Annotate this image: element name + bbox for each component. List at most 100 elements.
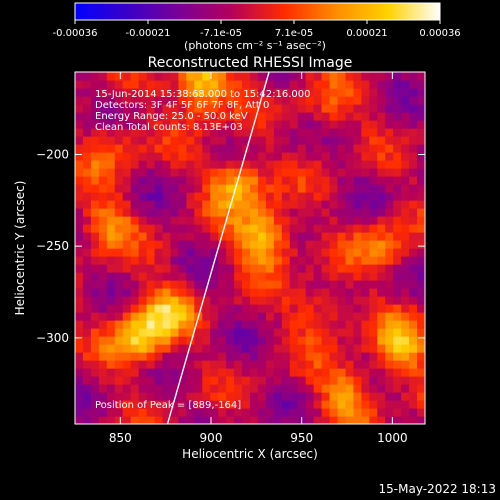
- heatmap-cell: [345, 240, 355, 249]
- heatmap-cell: [122, 256, 132, 265]
- heatmap-cell: [186, 128, 195, 137]
- heatmap-cell: [297, 96, 307, 105]
- heatmap-cell: [194, 376, 203, 385]
- heatmap-cell: [305, 312, 315, 321]
- heatmap-cell: [417, 144, 425, 153]
- heatmap-cell: [297, 120, 307, 129]
- heatmap-cell: [146, 344, 156, 353]
- heatmap-cell: [202, 296, 211, 305]
- heatmap-cell: [361, 408, 370, 417]
- heatmap-cell: [178, 112, 187, 121]
- heatmap-cell: [393, 312, 402, 321]
- heatmap-cell: [82, 176, 92, 185]
- heatmap-cell: [162, 368, 172, 377]
- heatmap-cell: [75, 416, 84, 424]
- heatmap-cell: [337, 312, 347, 321]
- heatmap-cell: [297, 176, 307, 185]
- heatmap-cell: [178, 224, 187, 233]
- heatmap-cell: [313, 160, 323, 169]
- heatmap-cell: [154, 216, 164, 225]
- annotation-energy: Energy Range: 25.0 - 50.0 keV: [95, 111, 248, 122]
- heatmap-cell: [305, 224, 315, 233]
- heatmap-cell: [138, 208, 148, 217]
- heatmap-cell: [122, 304, 132, 313]
- heatmap-cell: [210, 176, 219, 185]
- heatmap-cell: [265, 304, 275, 313]
- heatmap-cell: [313, 224, 323, 233]
- heatmap-cell: [82, 192, 92, 201]
- heatmap-cell: [393, 368, 402, 377]
- heatmap-cell: [146, 128, 156, 137]
- heatmap-cell: [170, 280, 180, 289]
- heatmap-cell: [257, 384, 267, 393]
- heatmap-cell: [90, 288, 100, 297]
- heatmap-cell: [234, 248, 243, 257]
- heatmap-cell: [186, 296, 195, 305]
- heatmap-cell: [289, 152, 299, 161]
- heatmap-cell: [401, 296, 410, 305]
- heatmap-cell: [122, 104, 132, 113]
- heatmap-cell: [345, 160, 355, 169]
- heatmap-cell: [210, 104, 219, 113]
- heatmap-cell: [289, 224, 299, 233]
- heatmap-cell: [242, 392, 251, 401]
- heatmap-cell: [417, 408, 425, 417]
- heatmap-cell: [321, 248, 331, 257]
- heatmap-cell: [90, 280, 100, 289]
- heatmap-cell: [186, 280, 195, 289]
- heatmap-cell: [265, 128, 275, 137]
- heatmap-cell: [297, 160, 307, 169]
- heatmap-cell: [122, 112, 132, 121]
- heatmap-cell: [385, 280, 394, 289]
- heatmap-cell: [281, 344, 291, 353]
- heatmap-cell: [265, 224, 275, 233]
- heatmap-cell: [250, 288, 259, 297]
- heatmap-cell: [401, 176, 410, 185]
- heatmap-cell: [353, 264, 362, 273]
- heatmap-cell: [393, 112, 402, 121]
- heatmap-cell: [273, 168, 283, 177]
- heatmap-cell: [106, 288, 116, 297]
- plot-frame: [74, 71, 426, 425]
- colorbar-tick-label: -7.1e-05: [200, 28, 242, 39]
- heatmap-cell: [106, 312, 116, 321]
- heatmap-cell: [345, 104, 355, 113]
- heatmap-cell: [289, 312, 299, 321]
- heatmap-cell: [138, 192, 148, 201]
- heatmap-cell: [162, 248, 172, 257]
- heatmap-cell: [353, 120, 362, 129]
- heatmap-cell: [265, 336, 275, 345]
- heatmap-cell: [289, 208, 299, 217]
- heatmap-cell: [218, 376, 227, 385]
- heatmap-cell: [146, 280, 156, 289]
- heatmap-cell: [401, 416, 410, 424]
- heatmap-cell: [250, 144, 259, 153]
- heatmap-cell: [106, 136, 116, 145]
- heatmap-cell: [234, 72, 243, 81]
- heatmap-cell: [337, 272, 347, 281]
- heatmap-cell: [377, 112, 386, 121]
- heatmap-cell: [393, 288, 402, 297]
- heatmap-cell: [417, 296, 425, 305]
- heatmap-cell: [361, 328, 370, 337]
- heatmap-cell: [138, 408, 148, 417]
- heatmap-cell: [289, 352, 299, 361]
- heatmap-cell: [218, 240, 227, 249]
- heatmap-cell: [353, 144, 362, 153]
- heatmap-cell: [385, 176, 394, 185]
- heatmap-cell: [297, 264, 307, 273]
- heatmap-cell: [226, 328, 235, 337]
- heatmap-cell: [321, 280, 331, 289]
- heatmap-cell: [226, 128, 235, 137]
- heatmap-cell: [257, 320, 267, 329]
- heatmap-cell: [369, 192, 378, 201]
- heatmap-cell: [353, 96, 362, 105]
- heatmap-cell: [226, 120, 235, 129]
- heatmap-cell: [178, 208, 187, 217]
- heatmap-cell: [122, 376, 132, 385]
- heatmap-cell: [305, 232, 315, 241]
- heatmap-cell: [130, 272, 140, 281]
- heatmap-cell: [401, 272, 410, 281]
- heatmap-cell: [321, 128, 331, 137]
- heatmap-cell: [393, 232, 402, 241]
